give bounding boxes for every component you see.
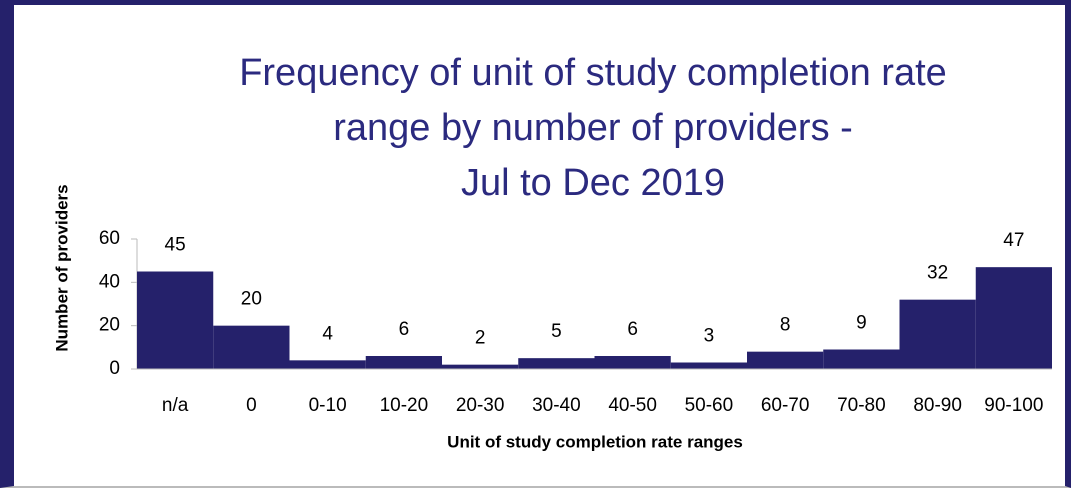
bar	[137, 271, 214, 369]
chart-title: range by number of providers -	[333, 107, 853, 149]
x-tick-label: 70-80	[837, 395, 886, 416]
chart-title: Frequency of unit of study completion ra…	[239, 52, 947, 94]
bar	[365, 356, 442, 369]
bar	[899, 299, 976, 369]
data-label: 4	[322, 323, 333, 344]
x-tick-label: 80-90	[913, 395, 962, 416]
x-tick-label: 40-50	[608, 395, 657, 416]
x-tick-label: 10-20	[380, 395, 429, 416]
bar	[289, 360, 366, 369]
chart-title: Jul to Dec 2019	[461, 162, 725, 204]
y-tick-label: 60	[99, 228, 120, 249]
x-tick-label: 60-70	[761, 395, 810, 416]
bar	[442, 364, 519, 369]
data-label: 32	[927, 263, 948, 284]
x-tick-label: 20-30	[456, 395, 505, 416]
bar	[747, 351, 824, 369]
x-tick-label: 0-10	[309, 395, 347, 416]
data-label: 20	[241, 289, 262, 310]
x-tick-label: 0	[246, 395, 257, 416]
data-label: 6	[627, 319, 638, 340]
bar	[518, 358, 595, 369]
x-tick-label: 50-60	[685, 395, 734, 416]
bar	[670, 362, 747, 369]
data-label: 5	[551, 321, 562, 342]
x-tick-label: 90-100	[984, 395, 1043, 416]
data-label: 3	[704, 326, 715, 347]
data-label: 9	[856, 313, 867, 334]
bar	[594, 356, 671, 369]
data-label: 47	[1003, 230, 1024, 251]
x-tick-label: 30-40	[532, 395, 581, 416]
y-tick-label: 0	[109, 358, 120, 379]
bar	[975, 267, 1052, 369]
y-axis-title: Number of providers	[52, 184, 71, 351]
data-label: 8	[780, 315, 791, 336]
y-tick-label: 20	[99, 315, 120, 336]
bar	[823, 349, 900, 369]
bar	[213, 325, 290, 369]
x-axis-title: Unit of study completion rate ranges	[447, 432, 743, 451]
data-label: 6	[399, 319, 410, 340]
data-label: 45	[165, 235, 186, 256]
x-tick-label: n/a	[162, 395, 189, 416]
y-tick-label: 40	[99, 271, 120, 292]
data-label: 2	[475, 328, 486, 349]
